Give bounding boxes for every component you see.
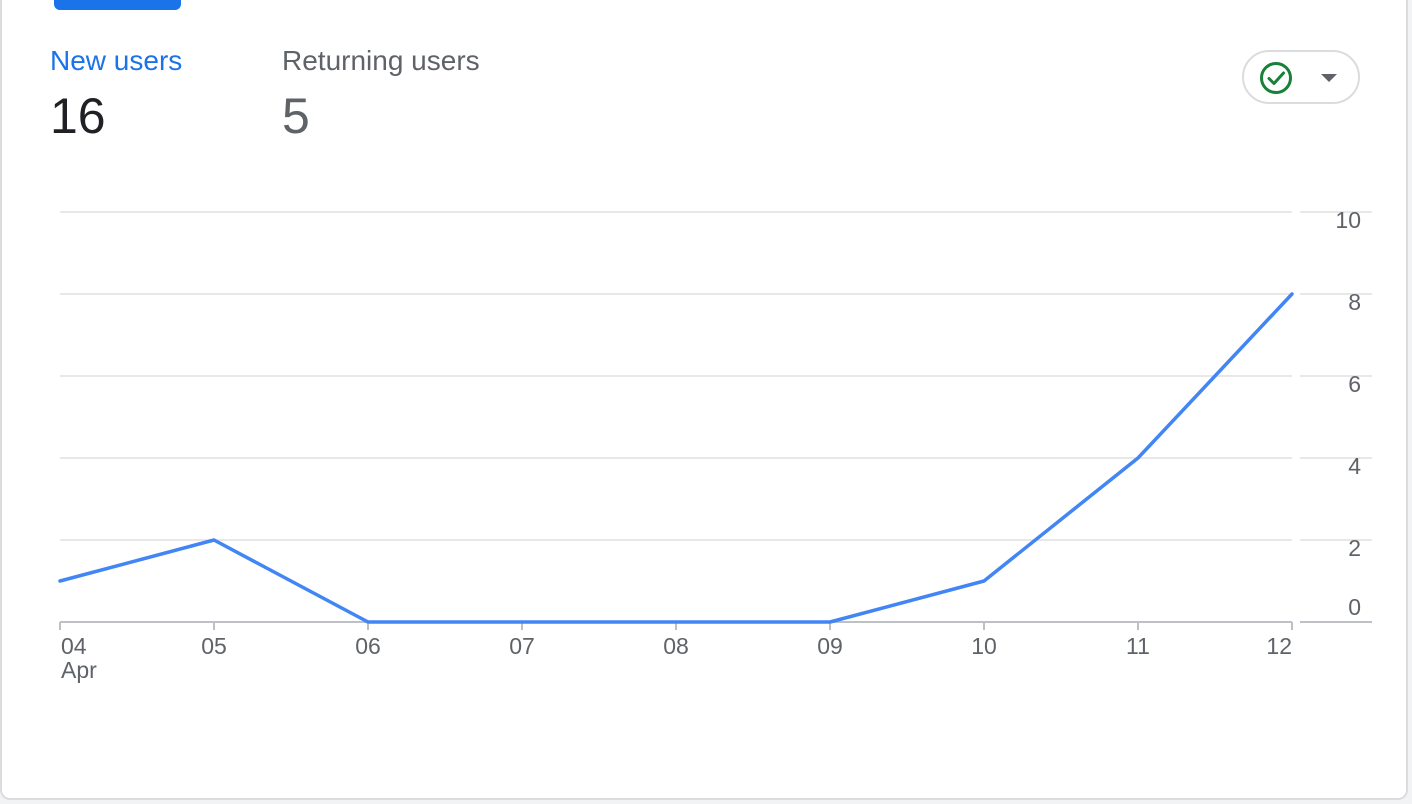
x-tick-label: 12 (1266, 633, 1292, 659)
data-point (828, 620, 832, 624)
chevron-down-icon (1321, 74, 1337, 82)
x-tick-label: 07 (509, 633, 535, 659)
returning-users-label: Returning users (282, 45, 480, 76)
data-point (982, 579, 986, 583)
x-tick-label: 06 (355, 633, 381, 659)
y-tick-label: 10 (1335, 207, 1361, 233)
new-users-value: 16 (50, 88, 106, 144)
data-point (1290, 292, 1294, 296)
y-tick-label: 6 (1348, 371, 1361, 397)
metric-tab-returning-users[interactable]: Returning users 5 (282, 44, 480, 146)
x-month-label: Apr (61, 657, 97, 683)
check-circle-icon (1260, 62, 1292, 94)
data-point (674, 620, 678, 624)
x-tick-label: 05 (201, 633, 227, 659)
metric-tab-new-users[interactable]: New users 16 (50, 44, 182, 146)
x-tick-label: 04 (61, 633, 87, 659)
data-point (366, 620, 370, 624)
data-point (1136, 456, 1140, 460)
x-tick-label: 09 (817, 633, 843, 659)
status-dropdown-button[interactable] (1242, 50, 1360, 104)
y-tick-label: 0 (1348, 594, 1361, 620)
x-tick-label: 10 (971, 633, 997, 659)
data-point (520, 620, 524, 624)
new-users-label: New users (50, 45, 183, 76)
x-tick-label: 11 (1126, 633, 1150, 659)
data-point (58, 579, 62, 583)
active-tab-indicator (54, 0, 181, 10)
y-tick-label: 2 (1348, 535, 1361, 561)
y-tick-label: 8 (1348, 289, 1361, 315)
returning-users-value: 5 (282, 88, 310, 144)
x-tick-label: 08 (663, 633, 689, 659)
y-tick-label: 4 (1348, 453, 1361, 479)
data-point (212, 538, 216, 542)
